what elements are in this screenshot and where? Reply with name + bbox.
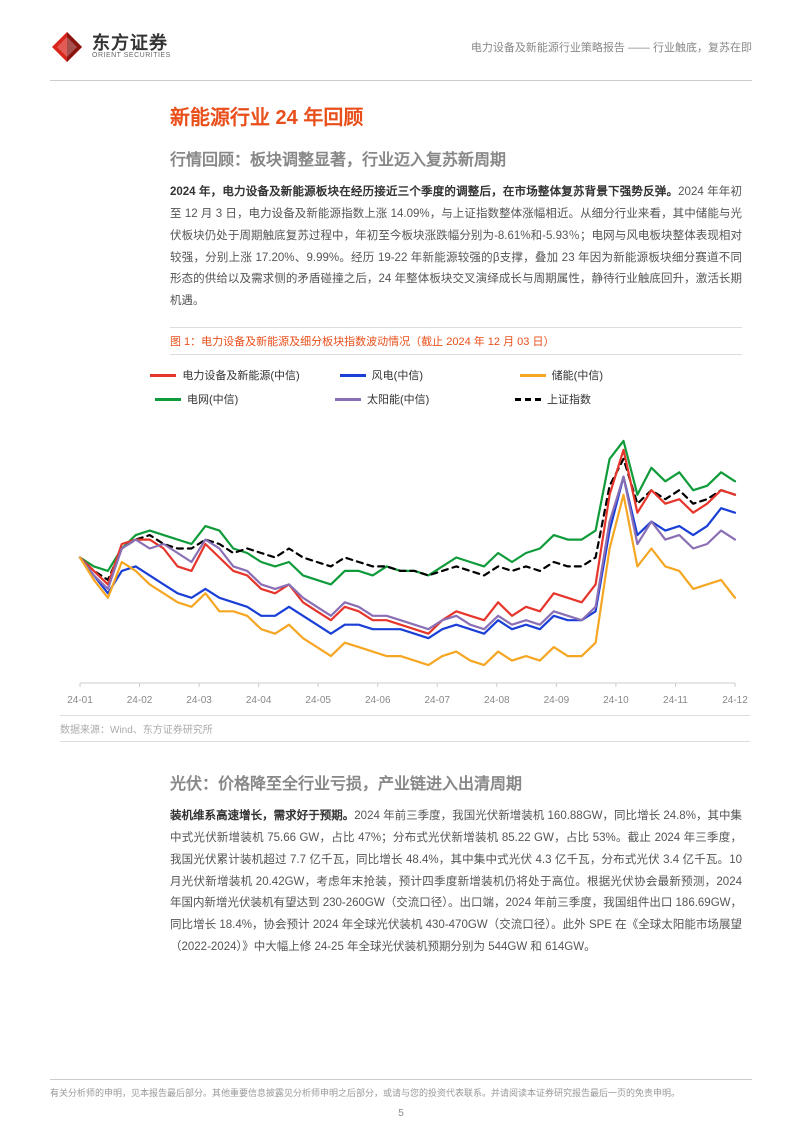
svg-text:24-06: 24-06 — [365, 695, 391, 706]
main-content: 新能源行业 24 年回顾 行情回顾：板块调整显著，行业迈入复苏新周期 2024 … — [0, 81, 802, 959]
chart-source: 数据来源：Wind、东方证券研究所 — [60, 715, 750, 742]
section1-body: 2024 年，电力设备及新能源板块在经历接近三个季度的调整后，在市场整体复苏背景… — [170, 182, 742, 313]
section1-subtitle: 行情回顾：板块调整显著，行业迈入复苏新周期 — [170, 146, 742, 170]
svg-text:24-07: 24-07 — [424, 695, 450, 706]
legend-item: 储能(中信) — [520, 367, 660, 383]
legend-swatch — [150, 374, 176, 377]
legend-swatch — [335, 398, 361, 401]
legend-label: 电网(中信) — [187, 391, 238, 407]
legend-swatch — [340, 374, 366, 377]
section2-lead: 装机维系高速增长，需求好于预期。 — [170, 810, 354, 822]
svg-text:24-08: 24-08 — [484, 695, 510, 706]
svg-text:24-12: 24-12 — [722, 695, 748, 706]
legend-label: 太阳能(中信) — [367, 391, 429, 407]
footer-disclaimer: 有关分析师的申明，见本报告最后部分。其他重要信息披露见分析师申明之后部分，或请与… — [50, 1079, 752, 1099]
page-header: 东方证券 ORIENT SECURITIES 电力设备及新能源行业策略报告 ——… — [0, 0, 802, 74]
legend-label: 上证指数 — [547, 391, 591, 407]
legend-label: 储能(中信) — [552, 367, 603, 383]
chart-legend: 电力设备及新能源(中信) 风电(中信) 储能(中信) 电网(中信) 太阳能(中信) 上证指… — [60, 355, 750, 413]
svg-text:24-11: 24-11 — [663, 695, 688, 706]
legend-item: 上证指数 — [515, 391, 655, 407]
logo-text-cn: 东方证券 — [92, 34, 171, 52]
page-number: 5 — [0, 1108, 802, 1119]
logo-text-en: ORIENT SECURITIES — [92, 52, 171, 60]
section2-rest: 2024 年前三季度，我国光伏新增装机 160.88GW，同比增长 24.8%，… — [170, 810, 742, 953]
svg-text:24-09: 24-09 — [544, 695, 570, 706]
section2-subtitle: 光伏：价格降至全行业亏损，产业链进入出清周期 — [170, 770, 742, 794]
logo-text: 东方证券 ORIENT SECURITIES — [92, 34, 171, 60]
figure-title: 图 1：电力设备及新能源及细分板块指数波动情况（截止 2024 年 12 月 0… — [170, 327, 742, 355]
legend-swatch — [515, 398, 541, 401]
svg-text:24-05: 24-05 — [305, 695, 331, 706]
legend-label: 电力设备及新能源(中信) — [182, 367, 299, 383]
legend-item: 太阳能(中信) — [335, 391, 475, 407]
svg-text:24-03: 24-03 — [186, 695, 212, 706]
legend-label: 风电(中信) — [372, 367, 423, 383]
section1-lead: 2024 年，电力设备及新能源板块在经历接近三个季度的调整后，在市场整体复苏背景… — [170, 186, 678, 198]
line-chart: 24-01 24-02 24-03 24-04 24-05 24-06 24-07 24-08… — [60, 413, 750, 713]
legend-swatch — [155, 398, 181, 401]
logo-block: 东方证券 ORIENT SECURITIES — [50, 30, 171, 64]
legend-item: 电力设备及新能源(中信) — [150, 367, 299, 383]
svg-text:24-01: 24-01 — [67, 695, 93, 706]
header-subtitle: 电力设备及新能源行业策略报告 —— 行业触底，复苏在即 — [471, 39, 752, 55]
svg-text:24-10: 24-10 — [603, 695, 629, 706]
legend-item: 电网(中信) — [155, 391, 295, 407]
section1-title: 新能源行业 24 年回顾 — [170, 101, 742, 130]
section2-body: 装机维系高速增长，需求好于预期。2024 年前三季度，我国光伏新增装机 160.… — [170, 806, 742, 959]
svg-text:24-04: 24-04 — [246, 695, 272, 706]
section1-rest: 2024 年年初至 12 月 3 日，电力设备及新能源指数上涨 14.09%，与… — [170, 186, 742, 307]
chart-wrap: 电力设备及新能源(中信) 风电(中信) 储能(中信) 电网(中信) 太阳能(中信) 上证指… — [60, 355, 750, 742]
logo-icon — [50, 30, 84, 64]
legend-swatch — [520, 374, 546, 377]
legend-item: 风电(中信) — [340, 367, 480, 383]
svg-text:24-02: 24-02 — [127, 695, 153, 706]
